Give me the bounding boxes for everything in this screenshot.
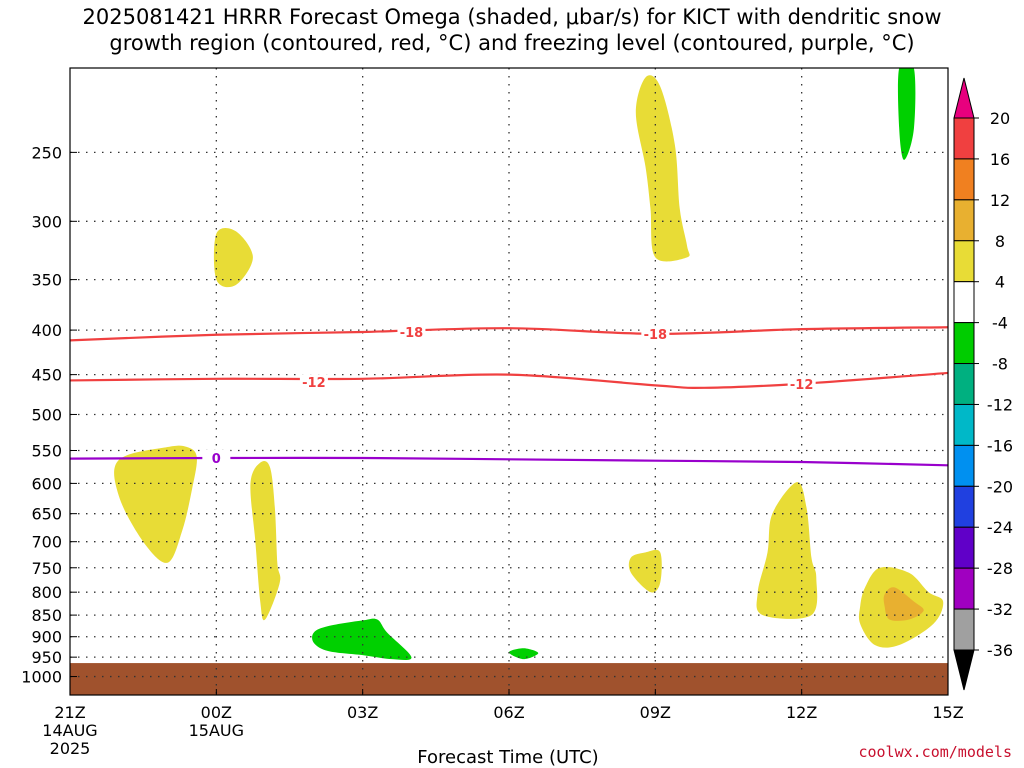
- title-line-1: 2025081421 HRRR Forecast Omega (shaded, …: [82, 5, 942, 29]
- colorbar-box-0: [953, 117, 975, 160]
- colorbar-box-12: [953, 608, 975, 651]
- omega-region-yellow-4: [628, 549, 662, 593]
- y-tick-label-350: 350: [31, 271, 62, 290]
- x-tick-year-21Z: 2025: [50, 739, 91, 758]
- y-tick-label-750: 750: [31, 559, 62, 578]
- omega-region-green-9: [509, 648, 539, 660]
- x-tick-label-09Z: 09Z: [640, 703, 671, 722]
- colorbar-label--20: -20: [987, 477, 1013, 496]
- omega-region-green-8: [312, 618, 412, 660]
- chart-title: 2025081421 HRRR Forecast Omega (shaded, …: [0, 4, 1024, 56]
- contour-label--18-0: -18: [400, 326, 424, 341]
- x-tick-sublabel-21Z: 14AUG: [42, 721, 97, 740]
- omega-shaded-regions: [114, 68, 944, 660]
- colorbar-label-12: 12: [990, 191, 1010, 210]
- x-tick-label-06Z: 06Z: [493, 703, 524, 722]
- contour-label--18-1: -18: [644, 328, 668, 343]
- y-tick-label-950: 950: [31, 648, 62, 667]
- y-tick-label-500: 500: [31, 405, 62, 424]
- x-tick-label-03Z: 03Z: [347, 703, 378, 722]
- omega-region-green-10: [897, 68, 916, 160]
- contour-purple-0: [70, 456, 948, 467]
- colorbar-box-5: [953, 322, 975, 365]
- y-tick-label-650: 650: [31, 505, 62, 524]
- colorbar-top-triangle: [953, 77, 975, 119]
- colorbar-label--32: -32: [987, 600, 1013, 619]
- omega-region-yellow-0: [213, 227, 253, 288]
- colorbar: 20 16 12 8 4 -4 -8 -12 -16 -20 -24 -28 -32 -36: [953, 77, 1013, 691]
- y-tick-label-400: 400: [31, 321, 62, 340]
- credit-text: coolwx.com/models: [858, 743, 1012, 761]
- contour-label-0-0: 0: [212, 452, 221, 467]
- y-tick-label-700: 700: [31, 533, 62, 552]
- contour-label-bg-0-0: [202, 449, 231, 466]
- plot-frame: [69, 67, 949, 696]
- y-tick-label-250: 250: [31, 143, 62, 162]
- colorbar-box-4: [953, 281, 975, 324]
- colorbar-label-16: 16: [990, 150, 1010, 169]
- colorbar-label--4: -4: [992, 314, 1008, 333]
- contour-label-bg--12-1: [787, 375, 816, 392]
- colorbar-box-7: [953, 403, 975, 446]
- title-line-2: growth region (contoured, red, °C) and f…: [109, 31, 915, 55]
- colorbar-label--8: -8: [992, 355, 1008, 374]
- contour-red--18: [70, 326, 948, 342]
- omega-region-yellow-1: [114, 445, 197, 563]
- colorbar-box-10: [953, 526, 975, 569]
- y-tick-label-550: 550: [31, 442, 62, 461]
- colorbar-box-2: [953, 199, 975, 242]
- contour-label--12-0: -12: [302, 376, 326, 391]
- x-tick-label-15Z: 15Z: [932, 703, 963, 722]
- omega-region-yellow-2: [250, 460, 281, 621]
- colorbar-bottom-triangle: [953, 649, 975, 691]
- colorbar-label-8: 8: [995, 232, 1005, 251]
- colorbar-label--12: -12: [987, 395, 1013, 414]
- colorbar-box-6: [953, 363, 975, 405]
- colorbar-box-3: [953, 240, 975, 283]
- y-tick-label-450: 450: [31, 366, 62, 385]
- colorbar-label--28: -28: [987, 559, 1013, 578]
- omega-region-orange_light-7: [883, 587, 924, 621]
- colorbar-label-4: 4: [995, 273, 1005, 292]
- colorbar-label--24: -24: [987, 518, 1013, 537]
- colorbar-label--16: -16: [987, 436, 1013, 455]
- colorbar-box-8: [953, 444, 975, 487]
- omega-region-yellow-3: [635, 75, 690, 262]
- contour-label--12-1: -12: [790, 378, 814, 393]
- contour-lines: -18 -18 -12 -12 0: [70, 323, 948, 467]
- x-tick-label-00Z: 00Z: [201, 703, 232, 722]
- contour-label-bg--18-0: [397, 323, 426, 340]
- y-tick-label-900: 900: [31, 628, 62, 647]
- colorbar-label-20: 20: [990, 109, 1010, 128]
- y-tick-label-600: 600: [31, 474, 62, 493]
- contour-label-bg--12-0: [299, 374, 328, 391]
- x-tick-label-12Z: 12Z: [786, 703, 817, 722]
- x-tick-label-21Z: 21Z: [54, 703, 85, 722]
- colorbar-box-11: [953, 567, 975, 610]
- colorbar-box-9: [953, 485, 975, 528]
- omega-region-yellow-5: [756, 482, 818, 619]
- y-tick-label-300: 300: [31, 212, 62, 231]
- axes: 250 300 350 400 450 500 550 600 650 700 750 800 850 9…: [21, 67, 964, 758]
- colorbar-label--36: -36: [987, 641, 1013, 660]
- y-tick-label-800: 800: [31, 583, 62, 602]
- x-tick-sublabel-00Z: 15AUG: [189, 721, 244, 740]
- x-axis-label: Forecast Time (UTC): [417, 747, 598, 768]
- y-tick-label-1000: 1000: [21, 668, 62, 687]
- y-tick-label-850: 850: [31, 606, 62, 625]
- contour-label-bg--18-1: [641, 325, 670, 342]
- colorbar-box-1: [953, 158, 975, 201]
